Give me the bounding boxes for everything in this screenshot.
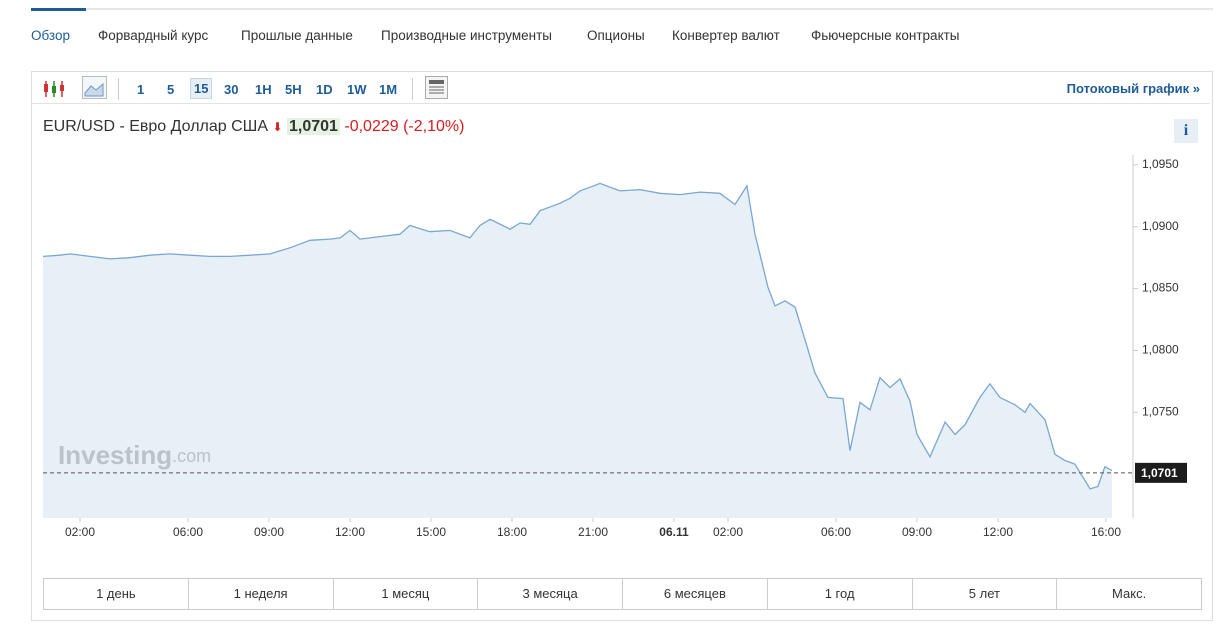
interval-button[interactable]: 1M [379, 82, 398, 97]
tab[interactable]: Фьючерсные контракты [811, 28, 960, 43]
chart-panel [31, 71, 1213, 621]
interval-button[interactable]: 30 [224, 82, 239, 97]
range-button[interactable]: 1 месяц [334, 579, 479, 609]
candle-icon[interactable] [40, 75, 70, 105]
range-button[interactable]: 3 месяца [478, 579, 623, 609]
range-button[interactable]: Макс. [1112, 586, 1147, 601]
info-button[interactable]: i [1174, 119, 1198, 143]
range-button[interactable]: 6 месяцев [623, 579, 768, 609]
separator [118, 78, 119, 100]
quote-header: EUR/USD - Евро Доллар США ⬇ 1,0701 -0,02… [43, 118, 464, 136]
toolbar: 1 5 15 30 1H 5H 1D 1W 1M Потоковый график » [32, 73, 1210, 104]
separator [412, 78, 413, 100]
interval-button[interactable]: 1H [255, 82, 272, 97]
range-button[interactable]: 1 год [768, 579, 913, 609]
interval-button[interactable]: 5 [167, 82, 175, 97]
range-button[interactable]: 1 неделя [189, 579, 334, 609]
tab[interactable]: Обзор [31, 28, 70, 43]
interval-button[interactable]: 1W [347, 82, 367, 97]
interval-button[interactable]: 5H [285, 82, 302, 97]
range-button[interactable]: 1 день [44, 579, 189, 609]
tab[interactable]: Производные инструменты [381, 28, 552, 43]
down-arrow: ⬇ [272, 120, 283, 134]
interval-button[interactable]: 1 [137, 82, 145, 97]
stream-chart-link[interactable]: Потоковый график » [1066, 81, 1200, 96]
change: -0,0229 [344, 118, 399, 135]
range-button[interactable]: 5 лет [913, 579, 1058, 609]
table-icon[interactable] [425, 76, 449, 100]
tab[interactable]: Прошлые данные [241, 28, 353, 43]
range-bar: 1 день 1 неделя 1 месяц 3 месяца 6 месяцев 1 … [43, 578, 1202, 610]
tab[interactable]: Форвардный курс [98, 28, 209, 43]
tab[interactable]: Конвертер валют [672, 28, 780, 43]
pair-name: EUR/USD - Евро Доллар США [43, 118, 269, 135]
price: 1,0701 [286, 118, 340, 135]
tab[interactable]: Опционы [587, 28, 645, 43]
interval-button[interactable]: 15 [190, 78, 213, 99]
area-icon[interactable] [82, 76, 108, 100]
tab-bar: Обзор Форвардный курс Прошлые данные Произв… [31, 8, 1213, 60]
active-tab-indicator [31, 8, 86, 11]
change-pct: (-2,10%) [403, 118, 465, 135]
interval-button[interactable]: 1D [316, 82, 333, 97]
